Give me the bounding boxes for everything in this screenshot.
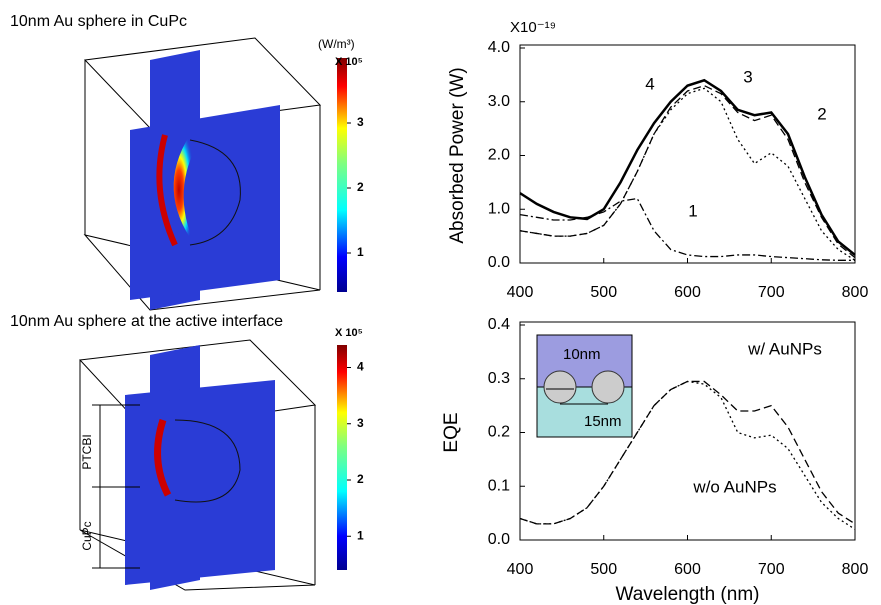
series-line (519, 78, 856, 256)
x-tick-label: 500 (590, 284, 617, 301)
y-tick-label: 0.2 (488, 424, 510, 441)
colorbar-tick-label: 2 (357, 180, 364, 194)
series-label: w/ AuNPs (747, 339, 822, 358)
plot-frame (519, 44, 856, 264)
field-plane (125, 380, 275, 585)
y-tick-label: 3.0 (488, 93, 510, 110)
sphere-outline (189, 139, 241, 246)
x-axis-label: Wavelength (nm) (616, 584, 760, 605)
y-tick-label: 0.4 (488, 316, 510, 333)
x-tick-label: 600 (674, 561, 701, 578)
x-tick-label: 700 (758, 284, 785, 301)
y-multiplier: X10⁻¹⁹ (510, 19, 556, 36)
y-tick-label: 0.0 (488, 254, 510, 271)
y-tick-label: 4.0 (488, 39, 510, 56)
field-plot (83, 37, 322, 311)
inset-label: 15nm (584, 413, 622, 430)
layer-label: CuPc (80, 521, 94, 550)
series-line (519, 87, 856, 261)
series-label: w/o AuNPs (692, 477, 776, 496)
panel-title: 10nm Au sphere in CuPc (10, 13, 187, 30)
nanoparticle (543, 370, 577, 404)
y-tick-label: 0.0 (488, 531, 510, 548)
x-tick-label: 800 (842, 284, 869, 301)
x-tick-label: 500 (590, 561, 617, 578)
colorbar-tick-label: 1 (357, 245, 364, 259)
y-tick-label: 0.3 (488, 370, 510, 387)
sphere-outline (174, 419, 241, 503)
x-tick-label: 700 (758, 561, 785, 578)
x-tick-label: 400 (507, 561, 534, 578)
series-label: 3 (743, 67, 752, 86)
colorbar (337, 345, 347, 570)
hot-spot (156, 134, 178, 247)
colorbar-multiplier: X 10⁵ (335, 56, 363, 68)
y-tick-label: 0.1 (488, 477, 510, 494)
inset-label: 10nm (563, 346, 601, 363)
field-plot (78, 339, 317, 591)
y-tick-label: 1.0 (488, 200, 510, 217)
y-axis-label: EQE (441, 412, 462, 452)
series-label: 4 (645, 74, 654, 93)
hot-spot (154, 418, 172, 497)
inset (536, 334, 633, 438)
colorbar-tick-label: 3 (357, 115, 364, 129)
x-tick-label: 800 (842, 561, 869, 578)
colorbar-tick-label: 3 (357, 416, 364, 430)
y-tick-label: 2.0 (488, 147, 510, 164)
panel-title: 10nm Au sphere at the active interface (10, 313, 283, 330)
x-tick-label: 600 (674, 284, 701, 301)
colorbar-multiplier: X 10⁵ (335, 327, 363, 339)
colorbar-tick-label: 1 (357, 528, 364, 542)
colorbar (337, 58, 347, 292)
field-plane (130, 105, 280, 300)
box-face (83, 37, 322, 129)
nanoparticle (591, 370, 625, 404)
series-label: 2 (817, 104, 826, 123)
colorbar-tick-label: 2 (357, 472, 364, 486)
colorbar-units: (W/m³) (318, 37, 355, 51)
layer-label: PTCBI (80, 434, 94, 469)
colorbar-tick-label: 4 (357, 360, 364, 374)
y-axis-label: Absorbed Power (W) (447, 67, 468, 243)
hot-spot (173, 135, 200, 245)
series-label: 1 (688, 201, 697, 220)
x-tick-label: 400 (507, 284, 534, 301)
series-line (519, 380, 856, 530)
series-line (519, 84, 856, 259)
